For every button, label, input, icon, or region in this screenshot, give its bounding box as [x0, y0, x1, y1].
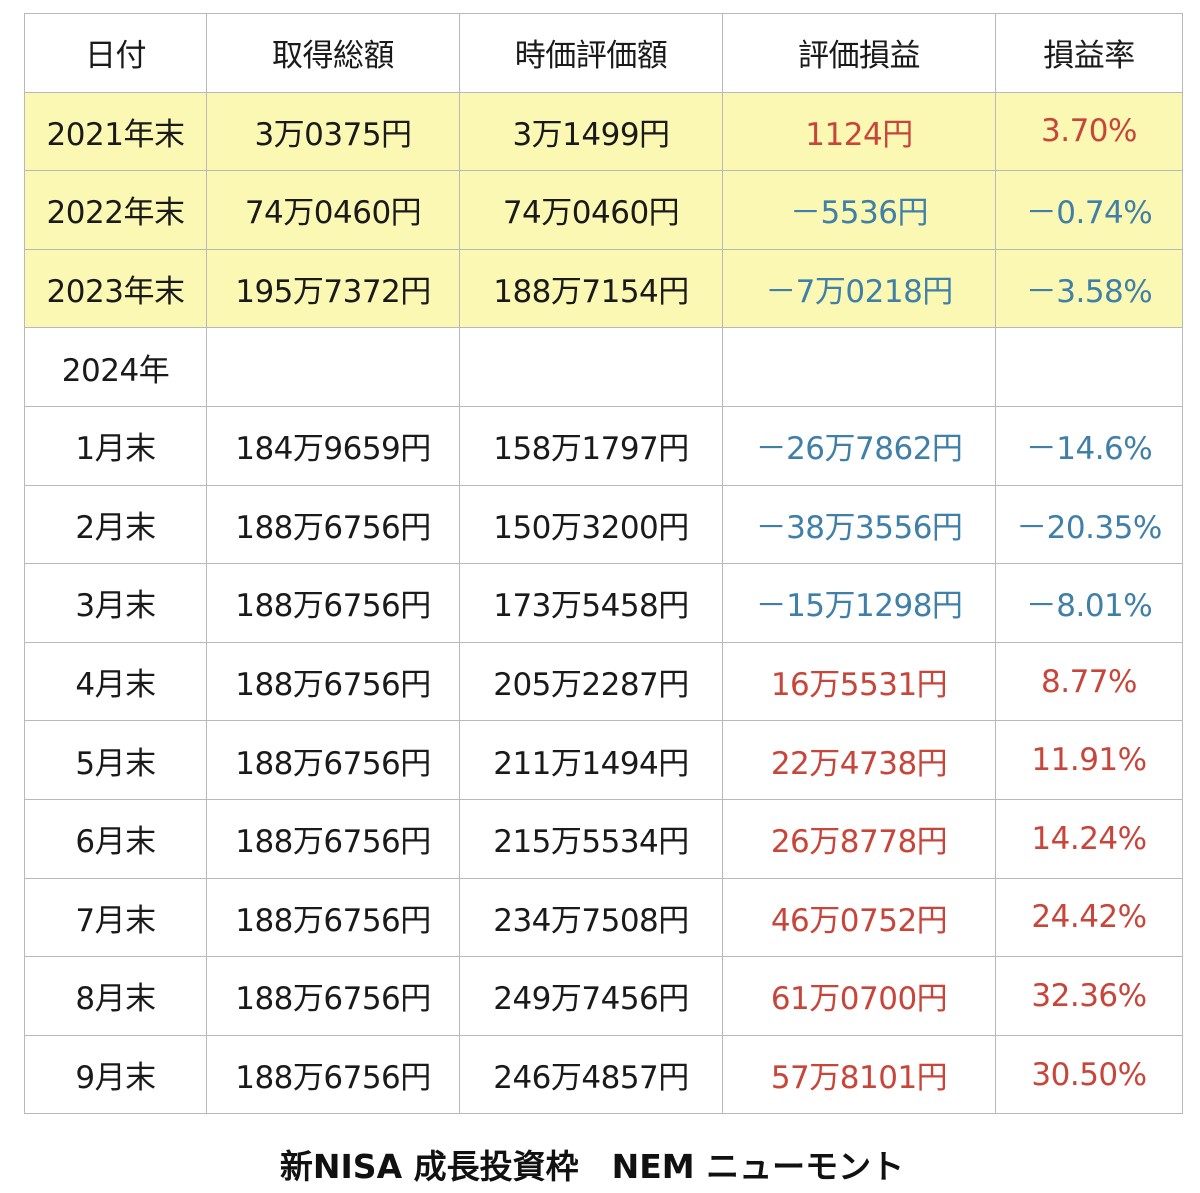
- cell-value: 205万2287円: [459, 641, 723, 722]
- cell-cost: 195万7372円: [206, 248, 460, 329]
- cell-date: 3月末: [24, 563, 207, 643]
- performance-table: 日付 取得総額 時価評価額 評価損益 損益率 2021年末 3万0375円 3万14…: [24, 13, 1183, 1115]
- cell-date: 9月末: [24, 1034, 207, 1115]
- cell-date: 6月末: [24, 798, 207, 879]
- cell-date: 4月末: [24, 641, 207, 722]
- cell-cost: [206, 327, 460, 407]
- table-row: 9月末 188万6756円 246万4857円 57万8101円 30.50%: [24, 1034, 1183, 1115]
- cell-cost: 188万6756円: [206, 877, 460, 958]
- table-row: 4月末 188万6756円 205万2287円 16万5531円 8.77%: [24, 641, 1183, 722]
- table-row: 2024年: [24, 327, 1183, 407]
- cell-rate: 24.42%: [995, 877, 1183, 958]
- cell-profit-loss: 46万0752円: [722, 877, 996, 958]
- table-body: 2021年末 3万0375円 3万1499円 1124円 3.70% 2022年末 74万0…: [24, 91, 1183, 1115]
- cell-profit-loss: 57万8101円: [722, 1034, 996, 1115]
- cell-value: 188万7154円: [459, 248, 723, 329]
- table-row: 2021年末 3万0375円 3万1499円 1124円 3.70%: [24, 91, 1183, 172]
- cell-date: 8月末: [24, 956, 207, 1036]
- cell-cost: 188万6756円: [206, 956, 460, 1036]
- cell-profit-loss: 22万4738円: [722, 720, 996, 800]
- performance-table-container: 日付 取得総額 時価評価額 評価損益 損益率 2021年末 3万0375円 3万14…: [24, 13, 1183, 1115]
- cell-value: 74万0460円: [459, 170, 723, 250]
- cell-value: 246万4857円: [459, 1034, 723, 1115]
- cell-value: 173万5458円: [459, 563, 723, 643]
- cell-rate: －3.58%: [995, 248, 1183, 329]
- cell-rate: 14.24%: [995, 798, 1183, 879]
- cell-rate: －0.74%: [995, 170, 1183, 250]
- header-value: 時価評価額: [459, 13, 723, 93]
- cell-cost: 188万6756円: [206, 641, 460, 722]
- table-row: 2023年末 195万7372円 188万7154円 －7万0218円 －3.58%: [24, 248, 1183, 329]
- cell-cost: 3万0375円: [206, 91, 460, 172]
- cell-cost: 188万6756円: [206, 484, 460, 565]
- cell-profit-loss: [722, 327, 996, 407]
- caption: 新NISA 成長投資枠 NEM ニューモント: [279, 1147, 905, 1186]
- cell-cost: 188万6756円: [206, 563, 460, 643]
- cell-cost: 188万6756円: [206, 720, 460, 800]
- cell-profit-loss: －7万0218円: [722, 248, 996, 329]
- cell-value: 158万1797円: [459, 405, 723, 486]
- cell-date: 2月末: [24, 484, 207, 565]
- cell-profit-loss: －26万7862円: [722, 405, 996, 486]
- table-row: 3月末 188万6756円 173万5458円 －15万1298円 －8.01%: [24, 563, 1183, 643]
- cell-rate: －8.01%: [995, 563, 1183, 643]
- table-row: 2022年末 74万0460円 74万0460円 －5536円 －0.74%: [24, 170, 1183, 250]
- cell-value: 3万1499円: [459, 91, 723, 172]
- cell-rate: 11.91%: [995, 720, 1183, 800]
- cell-rate: 30.50%: [995, 1034, 1183, 1115]
- cell-date: 5月末: [24, 720, 207, 800]
- cell-date: 7月末: [24, 877, 207, 958]
- cell-date: 2023年末: [24, 248, 207, 329]
- cell-date: 2022年末: [24, 170, 207, 250]
- cell-value: 249万7456円: [459, 956, 723, 1036]
- cell-cost: 184万9659円: [206, 405, 460, 486]
- header-profit-loss: 評価損益: [722, 13, 996, 93]
- cell-date: 2021年末: [24, 91, 207, 172]
- cell-profit-loss: 61万0700円: [722, 956, 996, 1036]
- table-row: 8月末 188万6756円 249万7456円 61万0700円 32.36%: [24, 956, 1183, 1036]
- cell-profit-loss: 1124円: [722, 91, 996, 172]
- cell-cost: 74万0460円: [206, 170, 460, 250]
- cell-profit-loss: 26万8778円: [722, 798, 996, 879]
- cell-value: [459, 327, 723, 407]
- cell-cost: 188万6756円: [206, 1034, 460, 1115]
- header-date: 日付: [24, 13, 207, 93]
- cell-cost: 188万6756円: [206, 798, 460, 879]
- cell-value: 211万1494円: [459, 720, 723, 800]
- cell-date: 1月末: [24, 405, 207, 486]
- cell-rate: 32.36%: [995, 956, 1183, 1036]
- cell-rate: [995, 327, 1183, 407]
- header-rate: 損益率: [995, 13, 1183, 93]
- table-row: 1月末 184万9659円 158万1797円 －26万7862円 －14.6%: [24, 405, 1183, 486]
- cell-rate: －14.6%: [995, 405, 1183, 486]
- cell-value: 234万7508円: [459, 877, 723, 958]
- table-row: 5月末 188万6756円 211万1494円 22万4738円 11.91%: [24, 720, 1183, 800]
- table-header-row: 日付 取得総額 時価評価額 評価損益 損益率: [24, 13, 1183, 93]
- cell-rate: 3.70%: [995, 91, 1183, 172]
- table-row: 6月末 188万6756円 215万5534円 26万8778円 14.24%: [24, 798, 1183, 879]
- cell-value: 150万3200円: [459, 484, 723, 565]
- cell-profit-loss: －15万1298円: [722, 563, 996, 643]
- cell-profit-loss: －5536円: [722, 170, 996, 250]
- cell-date: 2024年: [24, 327, 207, 407]
- table-row: 2月末 188万6756円 150万3200円 －38万3556円 －20.35%: [24, 484, 1183, 565]
- cell-rate: －20.35%: [995, 484, 1183, 565]
- header-cost: 取得総額: [206, 13, 460, 93]
- cell-profit-loss: 16万5531円: [722, 641, 996, 722]
- cell-value: 215万5534円: [459, 798, 723, 879]
- cell-profit-loss: －38万3556円: [722, 484, 996, 565]
- cell-rate: 8.77%: [995, 641, 1183, 722]
- table-row: 7月末 188万6756円 234万7508円 46万0752円 24.42%: [24, 877, 1183, 958]
